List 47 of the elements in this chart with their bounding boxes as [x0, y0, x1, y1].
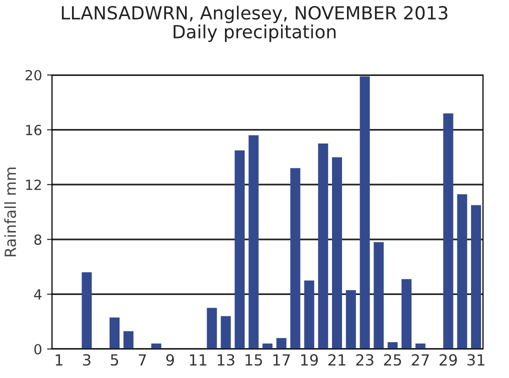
x-tick-label: 17: [273, 354, 290, 366]
bar: [374, 242, 384, 349]
y-tick-label: 4: [34, 289, 42, 300]
x-tick-label: 15: [246, 354, 262, 366]
x-tick-label: 13: [218, 354, 234, 366]
bar: [82, 272, 92, 349]
bar: [248, 135, 259, 349]
x-tick-label: 21: [328, 354, 346, 366]
chart-title: LLANSADWRN, Anglesey, NOVEMBER 2013 Daily precipitation: [62, 6, 448, 42]
bar: [318, 144, 328, 349]
bar: [206, 308, 217, 349]
bar: [457, 194, 468, 349]
y-tick-label: 12: [26, 180, 41, 190]
bar: [234, 150, 245, 349]
y-tick-label: 8: [34, 234, 42, 245]
y-tick-label: 0: [34, 344, 42, 354]
y-axis-title: Rainfall mm: [4, 168, 16, 256]
x-tick-label: 9: [166, 354, 174, 366]
x-tick-label: 3: [83, 354, 90, 366]
bar: [262, 344, 273, 349]
bar: [346, 290, 356, 349]
bar: [332, 157, 342, 349]
bar: [388, 342, 398, 349]
x-tick-label: 1: [56, 354, 62, 366]
bar: [220, 316, 231, 349]
bar: [415, 344, 426, 349]
bar: [402, 279, 412, 349]
x-tick-label: 31: [467, 354, 484, 366]
x-tick-label: 23: [356, 354, 374, 366]
bar: [290, 168, 300, 349]
x-tick-label: 11: [190, 354, 206, 366]
bar: [151, 344, 162, 349]
bar: [304, 280, 314, 349]
bar: [123, 331, 134, 349]
bar: [471, 205, 482, 349]
bar: [443, 113, 454, 349]
y-tick-label: 20: [26, 70, 42, 80]
x-tick-label: 29: [440, 354, 457, 366]
x-tick-label: 25: [384, 354, 402, 366]
bar: [110, 317, 120, 349]
x-tick-label: 7: [138, 354, 146, 366]
bar: [360, 76, 370, 349]
y-tick-label: 16: [26, 124, 42, 136]
x-tick-label: 27: [412, 354, 429, 366]
bar: [276, 338, 286, 349]
x-tick-label: 19: [301, 354, 318, 366]
x-tick-label: 5: [110, 354, 118, 366]
